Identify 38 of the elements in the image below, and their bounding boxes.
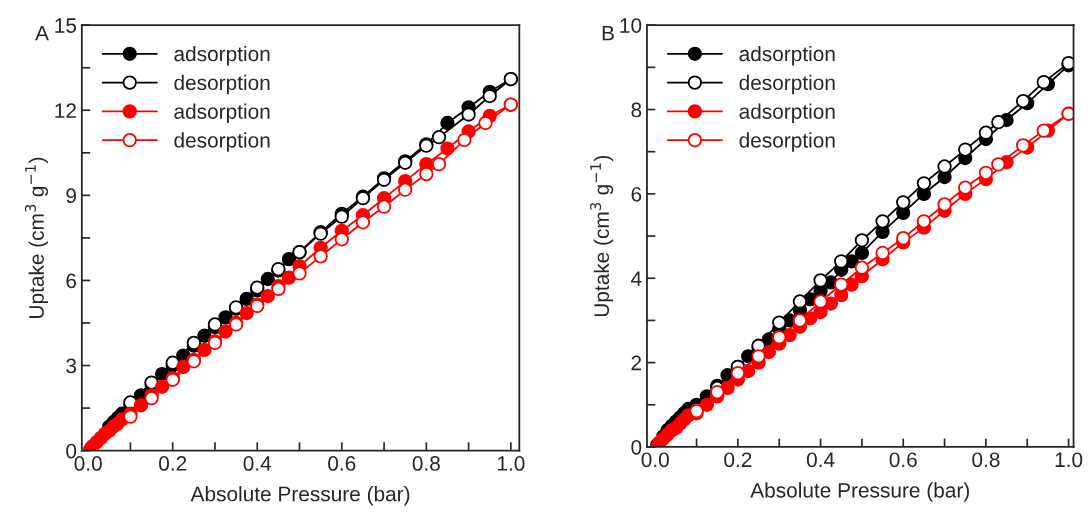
y-axis-title: Uptake (cm$^{3}$ g$^{−1}$) (24, 157, 49, 318)
y-tick-label: 3 (66, 358, 77, 374)
x-tick-label: 0.6 (328, 456, 356, 471)
legend-label: adsorption (174, 45, 270, 66)
x-axis-title: Absolute Pressure (bar) (190, 486, 410, 506)
legend-label: adsorption (174, 103, 270, 123)
y-tick-label: 4 (631, 271, 642, 286)
x-tick-label: 1.0 (1055, 452, 1083, 468)
chart-title: B (602, 25, 614, 41)
x-axis-title: Absolute Pressure (bar) (750, 482, 969, 502)
legend-label: desorption (174, 132, 270, 152)
y-tick-label: 9 (66, 188, 76, 204)
y-tick-label: 15 (55, 18, 77, 33)
x-tick-label: 0.8 (412, 456, 440, 471)
legend-label: desorption (174, 74, 270, 95)
legend-label: adsorption (739, 103, 835, 123)
x-tick-label: 0.2 (159, 456, 187, 471)
y-tick-label: 2 (631, 355, 642, 371)
x-tick-label: 0.8 (972, 452, 1000, 468)
chart-title: A (35, 25, 49, 41)
x-tick-label: 0.2 (724, 452, 752, 468)
y-tick-label: 0 (631, 439, 642, 455)
y-tick-label: 12 (55, 103, 76, 118)
y-tick-label: 6 (66, 273, 77, 289)
legend-label: desorption (739, 132, 835, 152)
x-tick-label: 0.4 (243, 456, 272, 471)
x-tick-label: 0.6 (889, 452, 917, 468)
y-tick-label: 10 (620, 18, 642, 33)
x-tick-label: 1.0 (497, 456, 525, 471)
x-tick-label: 0.0 (641, 452, 669, 468)
x-tick-label: 0.0 (74, 456, 102, 471)
legend-label: adsorption (739, 45, 835, 66)
y-tick-label: 6 (631, 186, 642, 202)
y-tick-label: 8 (631, 102, 642, 118)
legend-label: desorption (739, 74, 835, 95)
y-axis-title: Uptake (cm$^{3}$ g$^{−1}$) (590, 155, 614, 317)
y-tick-label: 0 (66, 443, 77, 459)
x-tick-label: 0.4 (806, 452, 835, 468)
